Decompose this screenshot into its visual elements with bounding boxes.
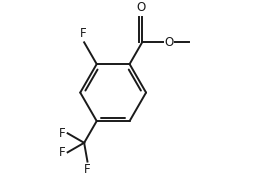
Text: O: O [165,36,174,49]
Text: F: F [80,27,87,40]
Text: F: F [84,163,91,176]
Text: F: F [59,146,66,159]
Text: O: O [136,1,145,14]
Text: F: F [59,127,66,140]
